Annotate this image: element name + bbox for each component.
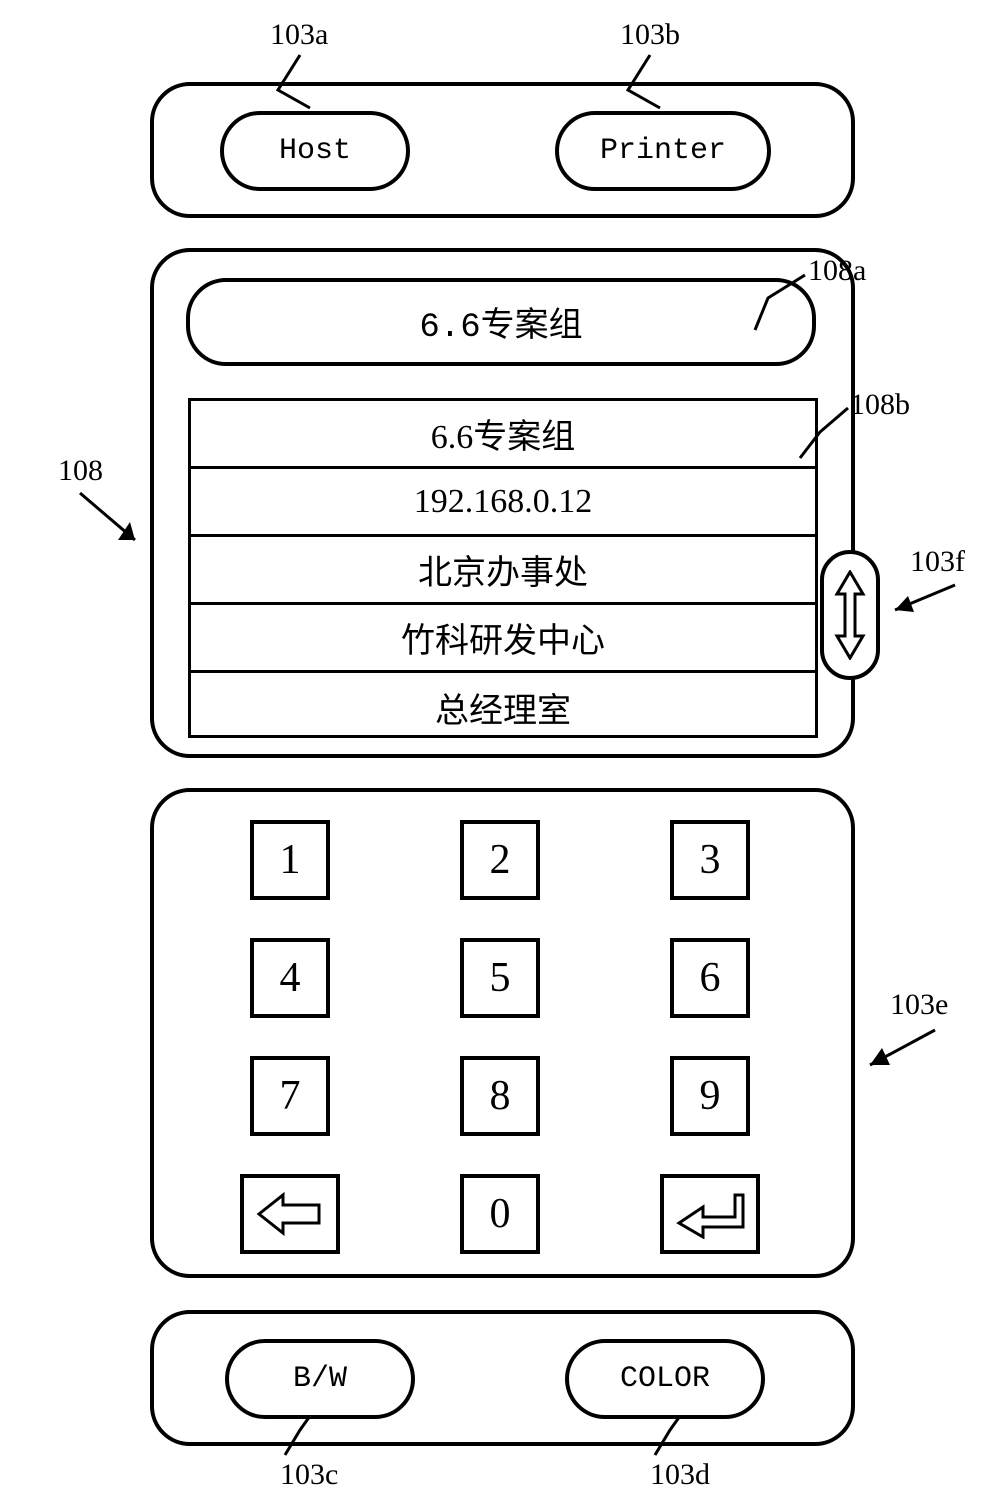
- callout-103b: 103b: [620, 18, 680, 52]
- list-item[interactable]: 192.168.0.12: [191, 469, 815, 537]
- callout-103f: 103f: [910, 545, 965, 579]
- host-label: Host: [279, 134, 351, 168]
- printer-label: Printer: [600, 134, 726, 168]
- callout-108a: 108a: [808, 254, 866, 288]
- key-3[interactable]: 3: [670, 820, 750, 900]
- printer-button[interactable]: Printer: [555, 111, 771, 191]
- updown-arrow-icon: [833, 570, 867, 660]
- arrow-left-icon: [255, 1189, 325, 1239]
- key-enter[interactable]: [660, 1174, 760, 1254]
- bw-button[interactable]: B/W: [225, 1339, 415, 1419]
- list: 6.6专案组 192.168.0.12 北京办事处 竹科研发中心 总经理室: [188, 398, 818, 738]
- key-0[interactable]: 0: [460, 1174, 540, 1254]
- list-item[interactable]: 北京办事处: [191, 537, 815, 605]
- key-7[interactable]: 7: [250, 1056, 330, 1136]
- callout-103c: 103c: [280, 1458, 338, 1492]
- key-4[interactable]: 4: [250, 938, 330, 1018]
- key-6[interactable]: 6: [670, 938, 750, 1018]
- list-item[interactable]: 竹科研发中心: [191, 605, 815, 673]
- callout-103e: 103e: [890, 988, 948, 1022]
- key-9[interactable]: 9: [670, 1056, 750, 1136]
- scroll-button[interactable]: [820, 550, 880, 680]
- list-item[interactable]: 总经理室: [191, 673, 815, 741]
- key-2[interactable]: 2: [460, 820, 540, 900]
- display-bar: 6.6专案组: [186, 278, 816, 366]
- callout-108b: 108b: [850, 388, 910, 422]
- key-8[interactable]: 8: [460, 1056, 540, 1136]
- callout-108: 108: [58, 454, 103, 488]
- color-label: COLOR: [620, 1362, 710, 1396]
- list-item[interactable]: 6.6专案组: [191, 401, 815, 469]
- callout-103d: 103d: [650, 1458, 710, 1492]
- bw-label: B/W: [293, 1362, 347, 1396]
- canvas: Host Printer 103a 103b 6.6专案组 6.6专案组 192…: [0, 0, 1002, 1504]
- display-text: 6.6专案组: [419, 297, 582, 347]
- key-5[interactable]: 5: [460, 938, 540, 1018]
- color-button[interactable]: COLOR: [565, 1339, 765, 1419]
- enter-icon: [675, 1189, 745, 1239]
- callout-103a: 103a: [270, 18, 328, 52]
- host-button[interactable]: Host: [220, 111, 410, 191]
- key-back[interactable]: [240, 1174, 340, 1254]
- key-1[interactable]: 1: [250, 820, 330, 900]
